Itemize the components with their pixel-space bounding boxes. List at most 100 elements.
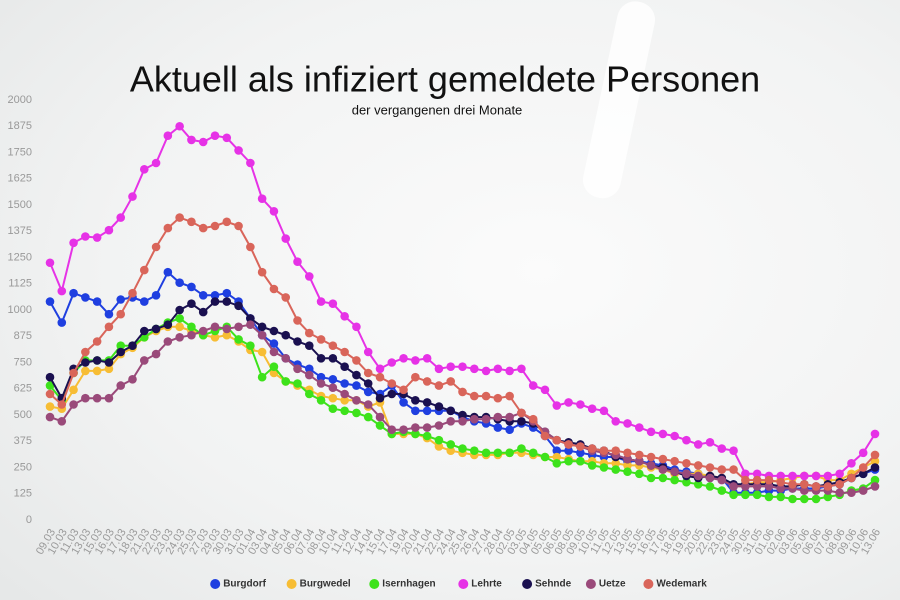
point: [222, 133, 232, 143]
point: [587, 404, 597, 414]
point: [776, 477, 786, 487]
point: [45, 372, 55, 382]
y-tick-label: 1500: [8, 199, 32, 211]
point: [352, 381, 361, 390]
point: [304, 389, 314, 399]
y-tick-label: 1000: [8, 304, 32, 316]
point: [646, 473, 656, 483]
point: [776, 484, 786, 493]
point: [552, 446, 562, 456]
point: [552, 459, 562, 468]
point: [705, 473, 715, 483]
point: [187, 330, 196, 340]
point: [658, 465, 668, 474]
point: [340, 379, 349, 388]
point: [163, 267, 173, 277]
point: [363, 379, 373, 388]
point: [151, 158, 161, 168]
point: [752, 482, 762, 491]
point: [422, 354, 432, 363]
point: [269, 347, 279, 357]
point: [340, 406, 349, 416]
point: [469, 364, 479, 374]
point: [576, 400, 585, 409]
point: [528, 448, 538, 458]
point: [788, 494, 797, 504]
point: [481, 391, 491, 401]
point: [411, 406, 420, 416]
point: [870, 482, 880, 491]
point: [634, 469, 644, 479]
point: [552, 452, 562, 462]
point: [481, 414, 491, 424]
point: [623, 448, 632, 458]
point: [776, 492, 786, 502]
series: [45, 213, 880, 491]
point: [128, 375, 137, 384]
point: [316, 354, 326, 363]
point: [422, 377, 432, 386]
point: [257, 194, 267, 203]
point: [116, 309, 126, 319]
point: [741, 482, 750, 491]
point: [870, 429, 880, 439]
point: [81, 366, 90, 376]
point: [776, 471, 786, 481]
legend-label: Burgdorf: [223, 579, 266, 590]
point: [741, 469, 750, 479]
point: [835, 469, 844, 479]
point: [175, 121, 184, 131]
point: [682, 435, 691, 445]
point: [210, 322, 220, 332]
point: [198, 326, 208, 336]
point: [57, 318, 67, 327]
point: [493, 364, 503, 374]
point: [81, 393, 90, 403]
point: [116, 213, 126, 222]
legend-marker: [369, 579, 380, 589]
point: [646, 461, 656, 470]
point: [446, 377, 456, 386]
point: [705, 463, 715, 472]
point: [646, 452, 656, 462]
point: [352, 356, 361, 365]
y-tick-label: 1250: [8, 251, 32, 263]
point: [198, 291, 208, 300]
point: [92, 393, 102, 403]
point: [752, 475, 762, 485]
point: [187, 322, 196, 332]
point: [45, 402, 55, 411]
point: [870, 456, 880, 466]
y-tick-label: 1750: [8, 146, 32, 158]
point: [399, 425, 408, 435]
point: [222, 297, 232, 306]
point: [623, 454, 632, 464]
point: [375, 421, 385, 430]
point: [281, 354, 291, 363]
point: [57, 286, 67, 296]
point: [540, 431, 550, 441]
point: [564, 456, 573, 466]
point: [116, 295, 126, 304]
point: [411, 423, 420, 432]
y-tick-label: 1375: [8, 225, 32, 237]
point: [599, 463, 609, 472]
legend-marker: [458, 579, 469, 589]
point: [151, 242, 161, 252]
point: [411, 429, 420, 439]
point: [564, 398, 573, 407]
point: [269, 362, 279, 372]
point: [411, 396, 420, 405]
point: [693, 461, 703, 470]
point: [104, 364, 114, 374]
point: [139, 356, 149, 365]
point: [234, 146, 243, 155]
point: [304, 272, 314, 281]
point: [870, 450, 880, 460]
point: [234, 322, 243, 332]
point: [387, 358, 397, 367]
point: [363, 387, 373, 397]
point: [623, 461, 632, 470]
point: [493, 423, 503, 432]
point: [316, 297, 326, 306]
